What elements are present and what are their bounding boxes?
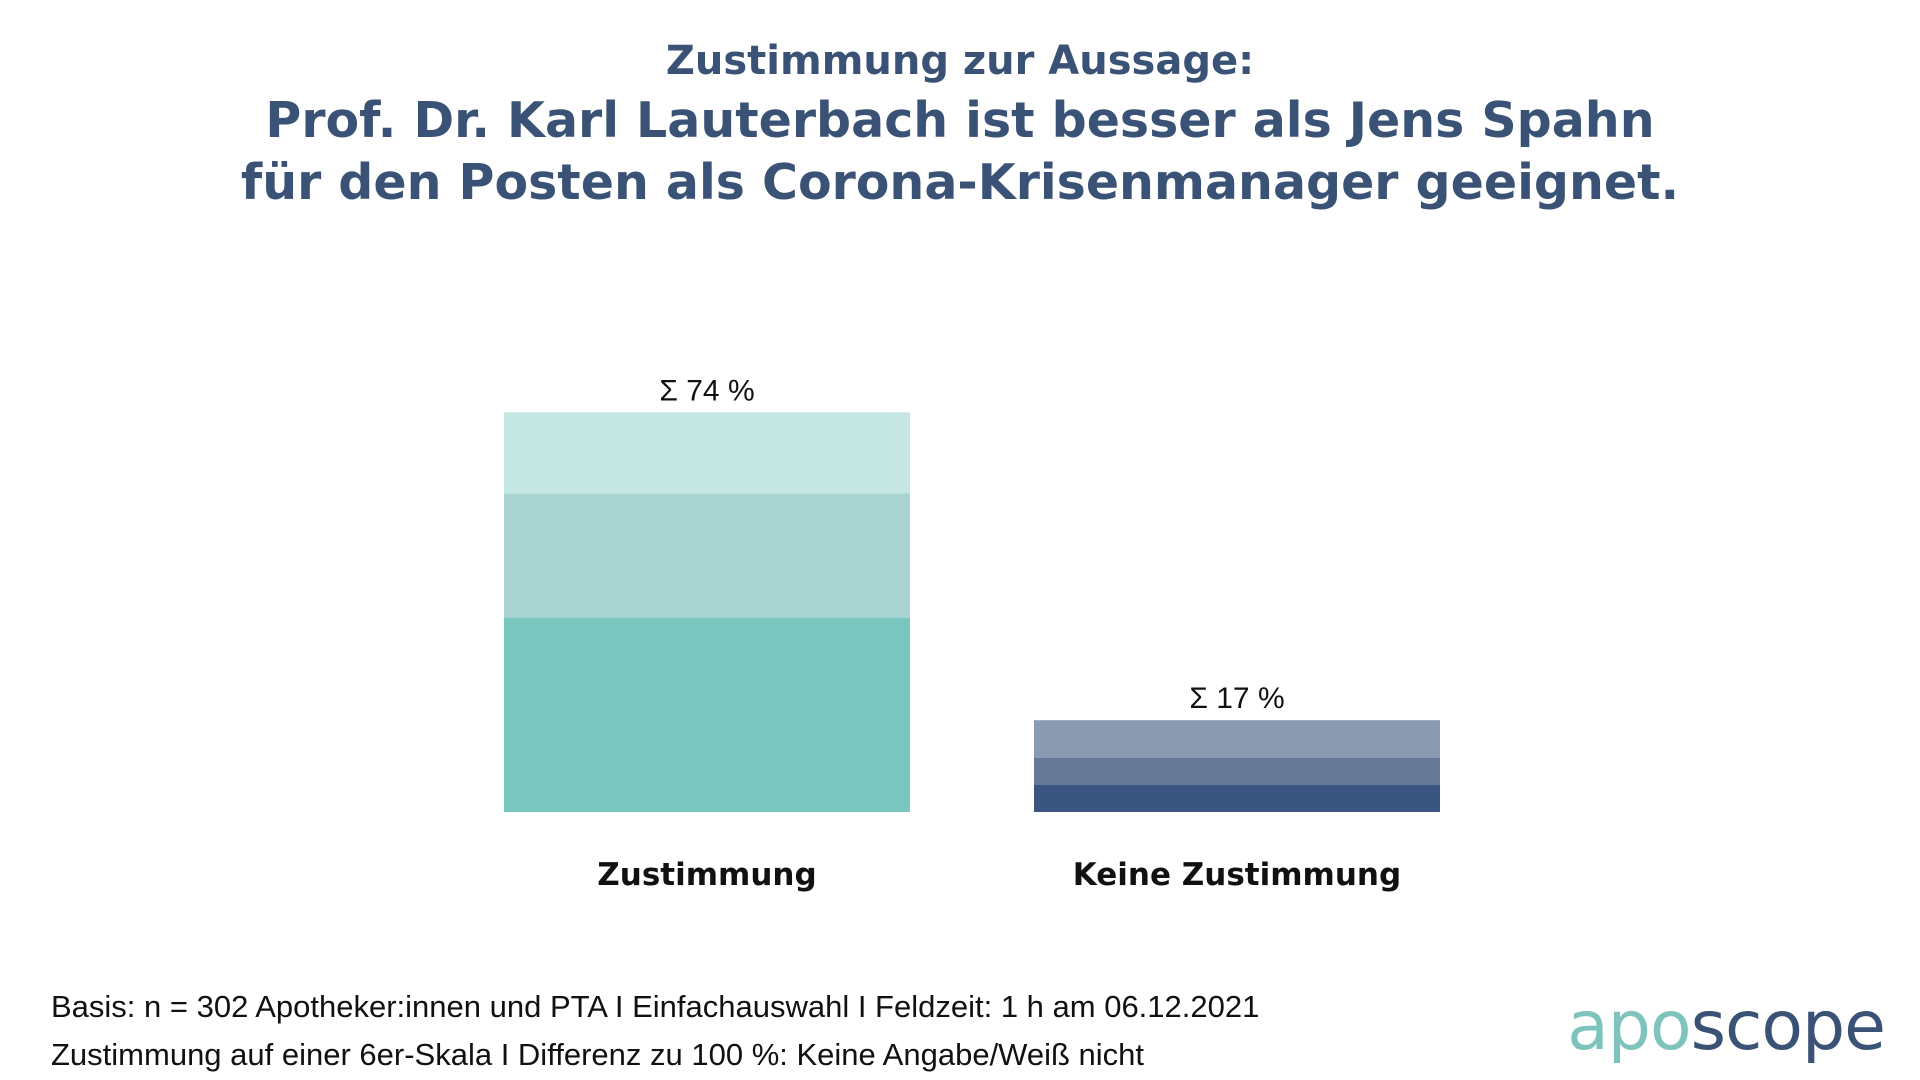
bar-segment-1-1 bbox=[504, 617, 910, 812]
logo-text-scope: scope bbox=[1690, 987, 1886, 1066]
chart-title-line-1: Prof. Dr. Karl Lauterbach ist besser als… bbox=[265, 92, 1655, 149]
category-label-2: Keine Zustimmung bbox=[1073, 857, 1401, 893]
footnote-line-2: Zustimmung auf einer 6er-Skala I Differe… bbox=[51, 1037, 1145, 1072]
chart-title-block: Zustimmung zur Aussage: Prof. Dr. Karl L… bbox=[0, 32, 1920, 214]
footnote-line-1: Basis: n = 302 Apotheker:innen und PTA I… bbox=[51, 989, 1260, 1024]
footnote: Basis: n = 302 Apotheker:innen und PTA I… bbox=[51, 983, 1259, 1079]
chart-title-line-2: für den Posten als Corona-Krisenmanager … bbox=[240, 154, 1680, 211]
bar-segment-2-3 bbox=[1034, 720, 1440, 758]
aposcope-logo: aposcope bbox=[1567, 987, 1886, 1066]
bar-segment-2-1 bbox=[1034, 785, 1440, 812]
bar-segment-1-3 bbox=[504, 412, 910, 494]
bar-segment-1-2 bbox=[504, 493, 910, 618]
logo-text-apo: apo bbox=[1567, 987, 1691, 1066]
chart-subtitle: Zustimmung zur Aussage: bbox=[665, 38, 1255, 84]
bar-total-label-1: Σ 74 % bbox=[659, 374, 754, 407]
bar-segment-2-2 bbox=[1034, 758, 1440, 785]
category-label-1: Zustimmung bbox=[597, 857, 816, 893]
bar-total-label-2: Σ 17 % bbox=[1189, 682, 1284, 715]
